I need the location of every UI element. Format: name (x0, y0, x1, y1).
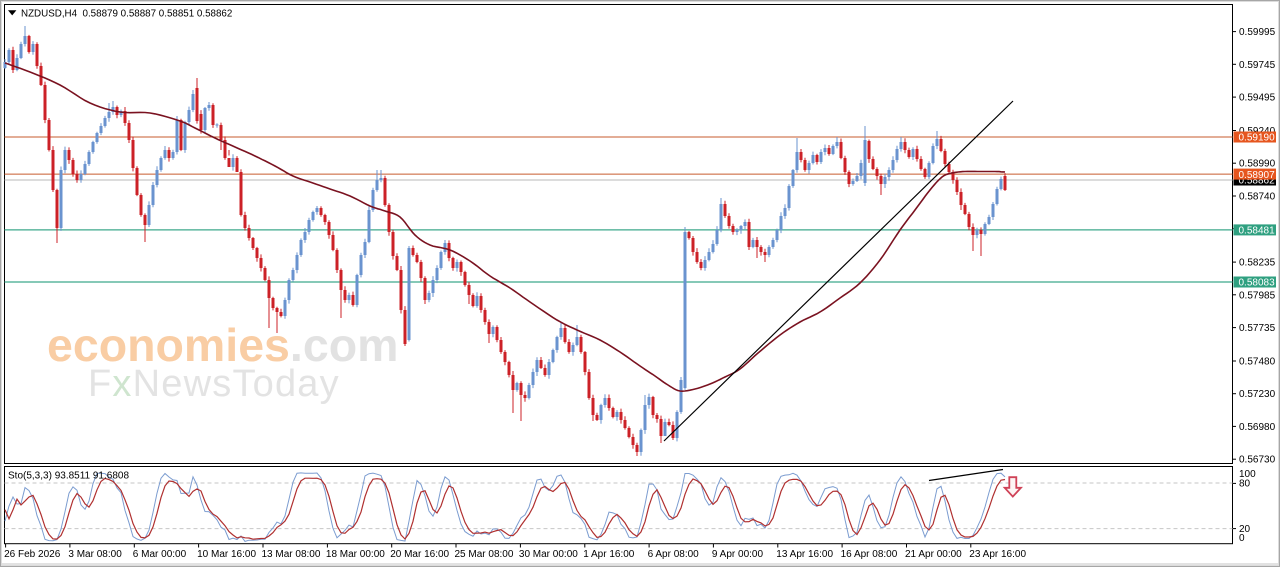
svg-text:20: 20 (1239, 524, 1251, 535)
svg-text:FxNewsToday: FxNewsToday (88, 363, 340, 405)
svg-text:0.58083: 0.58083 (1239, 278, 1276, 289)
svg-text:1 Apr 16:00: 1 Apr 16:00 (583, 549, 635, 560)
svg-text:0.57735: 0.57735 (1239, 323, 1276, 334)
svg-text:6 Apr 08:00: 6 Apr 08:00 (648, 549, 700, 560)
svg-text:0.58862: 0.58862 (1239, 176, 1276, 187)
svg-text:3 Mar 08:00: 3 Mar 08:00 (68, 549, 122, 560)
svg-text:26 Feb 2026: 26 Feb 2026 (4, 549, 61, 560)
svg-text:18 Mar 00:00: 18 Mar 00:00 (326, 549, 385, 560)
svg-text:0.58481: 0.58481 (1239, 226, 1276, 237)
svg-text:100: 100 (1239, 469, 1256, 480)
svg-text:0.58235: 0.58235 (1239, 258, 1276, 269)
svg-text:10 Mar 16:00: 10 Mar 16:00 (197, 549, 256, 560)
svg-text:NZDUSD,H4 0.58879 0.58887 0.5: NZDUSD,H4 0.58879 0.58887 0.58851 0.5886… (21, 9, 232, 20)
svg-text:9 Apr 00:00: 9 Apr 00:00 (712, 549, 764, 560)
svg-text:0.58990: 0.58990 (1239, 159, 1276, 170)
svg-text:0.57985: 0.57985 (1239, 290, 1276, 301)
svg-text:0.59745: 0.59745 (1239, 60, 1276, 71)
svg-text:0.56730: 0.56730 (1239, 455, 1276, 466)
svg-text:economies.com: economies.com (47, 319, 398, 371)
svg-text:16 Apr 08:00: 16 Apr 08:00 (841, 549, 898, 560)
svg-text:Sto(5,3,3) 93.8511 91.6808: Sto(5,3,3) 93.8511 91.6808 (8, 471, 129, 482)
svg-text:13 Apr 16:00: 13 Apr 16:00 (776, 549, 833, 560)
svg-text:0.57230: 0.57230 (1239, 389, 1276, 400)
svg-text:0: 0 (1239, 533, 1245, 544)
svg-text:0.59995: 0.59995 (1239, 27, 1276, 38)
svg-text:0.58907: 0.58907 (1239, 170, 1276, 181)
svg-text:6 Mar 00:00: 6 Mar 00:00 (133, 549, 187, 560)
svg-text:80: 80 (1239, 479, 1251, 490)
svg-text:13 Mar 08:00: 13 Mar 08:00 (262, 549, 321, 560)
svg-text:25 Mar 08:00: 25 Mar 08:00 (455, 549, 514, 560)
svg-text:30 Mar 00:00: 30 Mar 00:00 (519, 549, 578, 560)
svg-text:0.56980: 0.56980 (1239, 422, 1276, 433)
svg-text:21 Apr 00:00: 21 Apr 00:00 (905, 549, 962, 560)
svg-text:20 Mar 16:00: 20 Mar 16:00 (390, 549, 449, 560)
svg-text:0.58740: 0.58740 (1239, 192, 1276, 203)
svg-text:23 Apr 16:00: 23 Apr 16:00 (969, 549, 1026, 560)
svg-text:0.59495: 0.59495 (1239, 93, 1276, 104)
svg-text:0.59190: 0.59190 (1239, 133, 1276, 144)
svg-text:0.57480: 0.57480 (1239, 357, 1276, 368)
